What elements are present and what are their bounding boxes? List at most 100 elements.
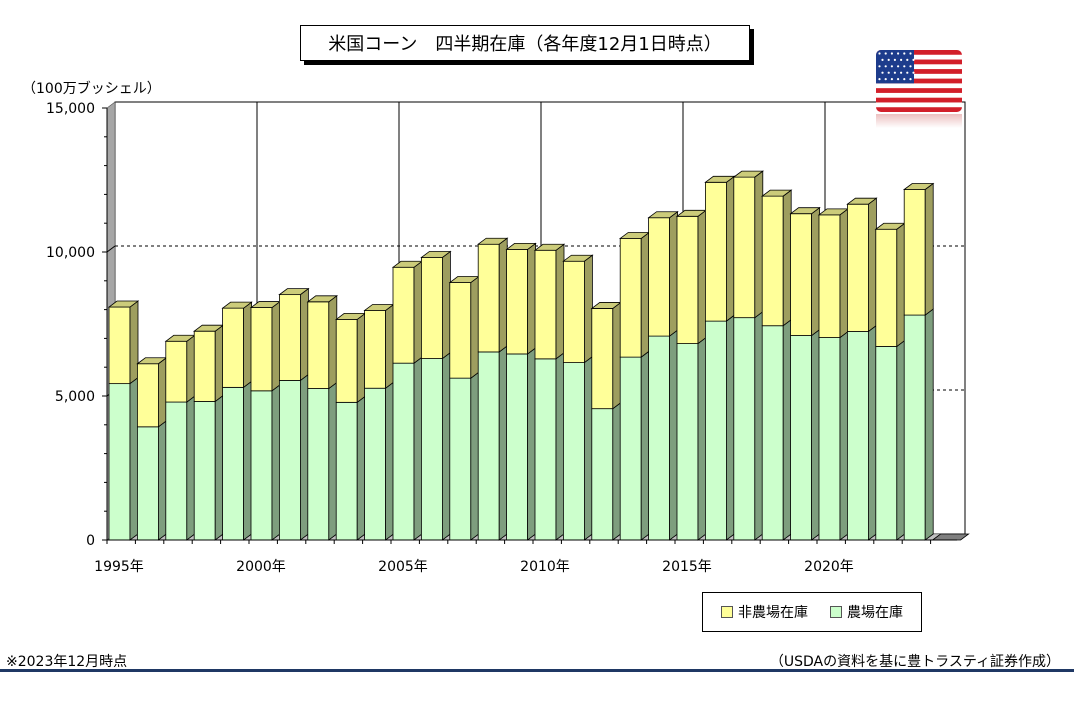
bar-side-on-farm bbox=[271, 384, 281, 541]
bar-side-off-farm bbox=[385, 303, 395, 390]
bar-front-off-farm bbox=[108, 306, 131, 385]
flag-stripe bbox=[876, 102, 962, 108]
bar-front-on-farm bbox=[307, 388, 330, 541]
bar-side-on-farm bbox=[726, 314, 735, 541]
bar-top-off-farm bbox=[789, 207, 821, 215]
bar-front-off-farm bbox=[506, 249, 529, 355]
bar-top-off-farm bbox=[533, 243, 566, 251]
bar-front-off-farm bbox=[903, 189, 926, 316]
bar-side-on-farm bbox=[697, 336, 707, 541]
bar-front-on-farm bbox=[108, 383, 131, 541]
bar-side-off-farm bbox=[299, 287, 309, 382]
bar-side-off-farm bbox=[811, 206, 820, 337]
bar-front-on-farm bbox=[761, 325, 784, 541]
bar-side-on-farm bbox=[584, 355, 593, 541]
flag-star bbox=[906, 71, 909, 74]
bar-front-on-farm bbox=[818, 337, 841, 541]
bar-front-on-farm bbox=[875, 346, 898, 541]
footer-rule bbox=[0, 669, 1074, 672]
bar-front-on-farm bbox=[193, 401, 216, 541]
bar-on-farm-2006 bbox=[420, 351, 451, 541]
bar-side-off-farm bbox=[924, 182, 934, 316]
bar-front-on-farm bbox=[335, 401, 358, 541]
flag-star bbox=[903, 52, 906, 55]
flag-star bbox=[900, 71, 903, 74]
bar-off-farm-2018 bbox=[761, 189, 793, 327]
flag-star bbox=[890, 65, 893, 68]
legend-label-off-farm: 非農場在庫 bbox=[738, 605, 808, 621]
bar-top-off-farm bbox=[562, 254, 594, 262]
bar-side-off-farm bbox=[356, 312, 366, 404]
bar-on-farm-2002 bbox=[307, 381, 338, 541]
bar-front-off-farm bbox=[563, 260, 585, 363]
bar-front-on-farm bbox=[136, 426, 159, 541]
bar-on-farm-2001 bbox=[278, 373, 309, 541]
bar-on-farm-2000 bbox=[250, 384, 281, 541]
bar-front-off-farm bbox=[847, 203, 869, 332]
bar-front-on-farm bbox=[790, 335, 812, 541]
y-axis-unit-label: （100万ブッシェル） bbox=[22, 81, 161, 97]
bar-side-off-farm bbox=[129, 300, 139, 385]
flag-star bbox=[903, 78, 906, 81]
flag-star bbox=[890, 78, 893, 81]
bar-side-off-farm bbox=[640, 231, 650, 358]
flag-stripe bbox=[876, 88, 962, 94]
x-tick-label: 2005年 bbox=[378, 559, 428, 575]
bar-side-on-farm bbox=[157, 420, 167, 541]
bar-off-farm-2006 bbox=[420, 250, 452, 360]
bar-front-on-farm bbox=[420, 358, 443, 541]
bar-off-farm-2011 bbox=[562, 254, 594, 364]
bar-side-off-farm bbox=[868, 197, 877, 333]
flag-star bbox=[887, 71, 890, 74]
bar-top-off-farm bbox=[107, 300, 140, 308]
bar-side-on-farm bbox=[186, 395, 196, 541]
bar-top-off-farm bbox=[903, 183, 935, 190]
bar-front-off-farm bbox=[477, 243, 500, 353]
bar-side-on-farm bbox=[299, 373, 309, 541]
bar-top-off-farm bbox=[306, 295, 338, 303]
bar-on-farm-2017 bbox=[733, 310, 764, 541]
bar-front-off-farm bbox=[335, 318, 358, 403]
bar-side-off-farm bbox=[441, 250, 451, 360]
bar-on-farm-2015 bbox=[676, 336, 707, 541]
bar-off-farm-2010 bbox=[533, 243, 566, 360]
bar-front-on-farm bbox=[165, 401, 188, 541]
bar-side-off-farm bbox=[498, 237, 508, 353]
bar-side-on-farm bbox=[669, 329, 678, 541]
flag-stripe bbox=[876, 92, 962, 98]
bar-front-on-farm bbox=[278, 380, 301, 541]
bar-side-off-farm bbox=[612, 301, 622, 410]
bar-side-off-farm bbox=[243, 301, 253, 389]
bar-front-off-farm bbox=[392, 266, 415, 364]
bar-off-farm-1998 bbox=[192, 324, 225, 403]
bar-front-on-farm bbox=[364, 387, 387, 541]
bar-front-off-farm bbox=[420, 257, 443, 359]
flag-star bbox=[897, 65, 900, 68]
bar-side-off-farm bbox=[669, 210, 678, 337]
bar-front-off-farm bbox=[818, 214, 841, 338]
x-tick-label: 1995年 bbox=[94, 559, 144, 575]
bar-side-on-farm bbox=[612, 401, 622, 541]
chart-axes bbox=[102, 107, 957, 544]
bar-off-farm-2016 bbox=[704, 175, 736, 322]
bar-front-on-farm bbox=[591, 408, 614, 541]
bar-front-off-farm bbox=[790, 213, 812, 336]
bar-on-farm-1998 bbox=[193, 394, 224, 541]
bar-side-on-farm bbox=[129, 376, 139, 541]
bar-on-farm-2004 bbox=[364, 381, 395, 541]
bar-front-on-farm bbox=[619, 356, 642, 541]
bar-top-off-farm bbox=[647, 211, 679, 219]
flag-star bbox=[912, 71, 915, 74]
bar-front-off-farm bbox=[619, 238, 642, 358]
bar-on-farm-2010 bbox=[534, 352, 565, 541]
us-flag-icon bbox=[876, 50, 962, 128]
bar-side-on-farm bbox=[868, 324, 877, 541]
flag-stripe bbox=[876, 50, 962, 55]
bar-on-farm-1996 bbox=[136, 420, 167, 541]
bar-front-off-farm bbox=[193, 330, 216, 402]
bar-front-on-farm bbox=[705, 320, 727, 541]
flag-star bbox=[900, 58, 903, 61]
legend-item-off-farm: 非農場在庫 bbox=[721, 602, 808, 622]
footnote-source: （USDAの資料を基に豊トラスティ証券作成） bbox=[769, 654, 1060, 670]
